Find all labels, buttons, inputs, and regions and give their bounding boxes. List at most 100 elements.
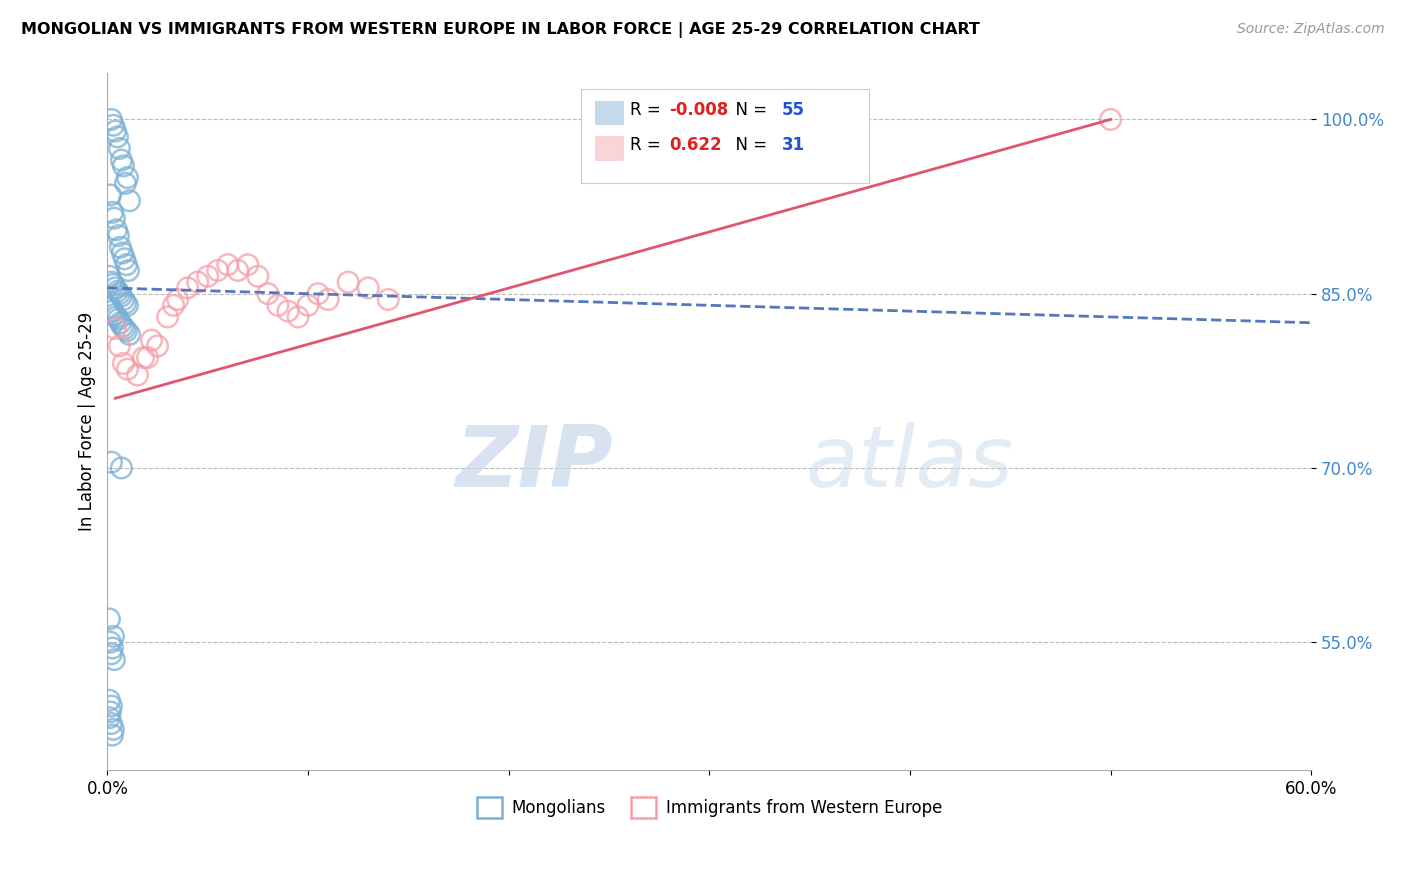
Point bbox=[115, 258, 138, 272]
Point bbox=[236, 258, 259, 272]
Point bbox=[100, 188, 122, 202]
Point bbox=[377, 293, 399, 307]
Point bbox=[101, 304, 124, 318]
Point bbox=[117, 362, 139, 376]
Legend: Mongolians, Immigrants from Western Europe: Mongolians, Immigrants from Western Euro… bbox=[470, 790, 949, 824]
Y-axis label: In Labor Force | Age 25-29: In Labor Force | Age 25-29 bbox=[79, 312, 96, 531]
Point bbox=[108, 339, 131, 353]
Point bbox=[110, 240, 132, 254]
Point bbox=[105, 223, 128, 237]
Text: N =: N = bbox=[725, 101, 773, 119]
Text: 31: 31 bbox=[782, 136, 804, 154]
Point bbox=[112, 356, 135, 370]
Point bbox=[107, 312, 129, 326]
Point bbox=[107, 285, 129, 299]
Text: atlas: atlas bbox=[806, 422, 1014, 505]
Text: R =: R = bbox=[630, 136, 666, 154]
Point bbox=[101, 205, 124, 219]
Point bbox=[197, 269, 219, 284]
Point bbox=[337, 275, 360, 289]
Point bbox=[277, 304, 299, 318]
Point bbox=[100, 705, 122, 719]
Point bbox=[162, 298, 184, 312]
Text: Source: ZipAtlas.com: Source: ZipAtlas.com bbox=[1237, 22, 1385, 37]
Point bbox=[104, 281, 127, 295]
Text: R =: R = bbox=[630, 101, 666, 119]
Point bbox=[103, 118, 125, 132]
Point bbox=[100, 647, 122, 661]
Point bbox=[101, 728, 124, 742]
Point bbox=[146, 339, 169, 353]
Point bbox=[110, 289, 132, 303]
Point bbox=[117, 298, 139, 312]
Text: 55: 55 bbox=[782, 101, 804, 119]
Point bbox=[103, 211, 125, 226]
Point bbox=[257, 286, 280, 301]
Point bbox=[246, 269, 269, 284]
Point bbox=[357, 281, 380, 295]
Point bbox=[117, 263, 139, 277]
Point bbox=[297, 298, 319, 312]
Point bbox=[100, 635, 122, 649]
Text: -0.008: -0.008 bbox=[669, 101, 728, 119]
Point bbox=[101, 640, 124, 655]
Point bbox=[1099, 112, 1122, 127]
Text: MONGOLIAN VS IMMIGRANTS FROM WESTERN EUROPE IN LABOR FORCE | AGE 25-29 CORRELATI: MONGOLIAN VS IMMIGRANTS FROM WESTERN EUR… bbox=[21, 22, 980, 38]
Point bbox=[132, 351, 155, 365]
Text: 0.622: 0.622 bbox=[669, 136, 721, 154]
Point bbox=[127, 368, 149, 382]
Point bbox=[136, 351, 159, 365]
Point bbox=[100, 301, 122, 315]
Point bbox=[117, 170, 139, 185]
Point bbox=[100, 699, 122, 714]
Point bbox=[103, 629, 125, 643]
Text: ZIP: ZIP bbox=[456, 422, 613, 505]
Point bbox=[226, 263, 249, 277]
Text: N =: N = bbox=[725, 136, 773, 154]
Point bbox=[112, 293, 135, 307]
Point bbox=[98, 269, 121, 284]
Point bbox=[287, 310, 309, 324]
Point bbox=[100, 716, 122, 731]
Point bbox=[141, 333, 163, 347]
Point bbox=[114, 177, 136, 191]
Point bbox=[176, 281, 198, 295]
Point bbox=[100, 455, 122, 469]
Point bbox=[98, 612, 121, 626]
Point bbox=[115, 324, 138, 338]
Point bbox=[108, 141, 131, 155]
Point bbox=[112, 159, 135, 173]
Point bbox=[267, 298, 290, 312]
Point bbox=[207, 263, 229, 277]
Point bbox=[108, 286, 131, 301]
Point bbox=[110, 153, 132, 167]
Point bbox=[104, 124, 127, 138]
Point bbox=[187, 275, 209, 289]
Point bbox=[114, 296, 136, 310]
Point bbox=[104, 321, 127, 335]
Point bbox=[105, 310, 128, 324]
Point bbox=[103, 308, 125, 322]
Point bbox=[100, 112, 122, 127]
Point bbox=[107, 228, 129, 243]
Point bbox=[217, 258, 239, 272]
Point bbox=[118, 194, 141, 208]
Point bbox=[103, 277, 125, 292]
Point bbox=[110, 316, 132, 330]
Point bbox=[103, 723, 125, 737]
Point bbox=[118, 327, 141, 342]
Point bbox=[100, 275, 122, 289]
Point bbox=[316, 293, 339, 307]
Point bbox=[111, 319, 134, 334]
Point bbox=[114, 252, 136, 266]
Point bbox=[114, 321, 136, 335]
Point bbox=[107, 129, 129, 144]
Point bbox=[98, 711, 121, 725]
Point bbox=[156, 310, 179, 324]
Point bbox=[98, 693, 121, 707]
Point bbox=[166, 293, 188, 307]
Point bbox=[110, 461, 132, 475]
Point bbox=[103, 653, 125, 667]
Point bbox=[111, 246, 134, 260]
Point bbox=[307, 286, 329, 301]
